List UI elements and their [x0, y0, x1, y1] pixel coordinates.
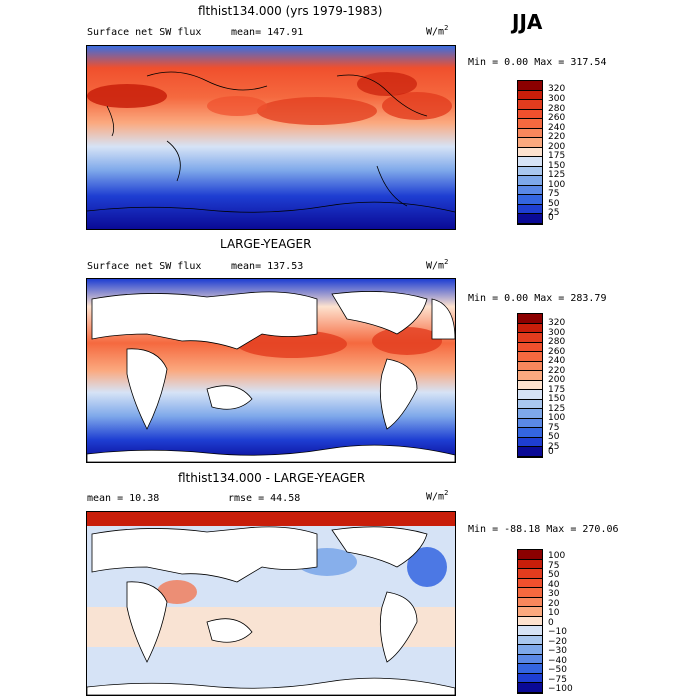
season-label: JJA — [512, 10, 543, 34]
panel3-tick: 0 — [548, 618, 554, 628]
panel2-map — [86, 278, 456, 463]
panel2-minmax: Min = 0.00 Max = 283.79 — [468, 293, 607, 304]
panel1-tick: 175 — [548, 151, 566, 161]
panel2-tick: 300 — [548, 328, 566, 338]
panel2-tick: 280 — [548, 337, 566, 347]
panel1-minmax: Min = 0.00 Max = 317.54 — [468, 57, 607, 68]
panel3-map — [86, 511, 456, 696]
panel1-tick: 300 — [548, 94, 566, 104]
panel2-tick: 200 — [548, 375, 566, 385]
panel2-tick: 150 — [548, 394, 566, 404]
panel1-mean-label: mean= 147.91 — [231, 27, 304, 38]
panel1-tick: 320 — [548, 84, 566, 94]
panel1-tick: 240 — [548, 123, 566, 133]
panel3-minmax: Min = -88.18 Max = 270.06 — [468, 524, 619, 535]
panel3-tick: 50 — [548, 570, 560, 580]
panel1-tick: 100 — [548, 180, 566, 190]
panel2-tick: 125 — [548, 404, 566, 414]
panel1-tick: 25 — [548, 208, 560, 218]
panel3-tick: −100 — [548, 684, 573, 694]
panel3-tick: −30 — [548, 646, 567, 656]
panel3-tick: −40 — [548, 656, 567, 666]
panel2-tick: 100 — [548, 413, 566, 423]
panel1-colorbar — [517, 80, 543, 225]
panel1-tick: 125 — [548, 170, 566, 180]
panel1-units: W/m2 — [426, 24, 449, 38]
panel3-tick: 40 — [548, 580, 560, 590]
panel2-tick: 260 — [548, 347, 566, 357]
panel3-tick: 20 — [548, 599, 560, 609]
panel3-tick: 75 — [548, 561, 560, 571]
panel1-tick: 0 — [548, 213, 554, 223]
panel2-tick: 175 — [548, 385, 566, 395]
panel1-tick: 280 — [548, 104, 566, 114]
panel1-tick: 260 — [548, 113, 566, 123]
panel3-title: flthist134.000 - LARGE-YEAGER — [178, 471, 366, 485]
panel2-tick: 75 — [548, 423, 560, 433]
panel1-variable-label: Surface net SW flux — [87, 27, 202, 38]
panel1-tick: 75 — [548, 189, 560, 199]
panel2-mean-label: mean= 137.53 — [231, 261, 304, 272]
panel2-tick: 240 — [548, 356, 566, 366]
panel1-tick: 200 — [548, 142, 566, 152]
panel3-tick: 10 — [548, 608, 560, 618]
panel2-tick: 320 — [548, 318, 566, 328]
panel3-tick: 100 — [548, 551, 566, 561]
panel1-title: flthist134.000 (yrs 1979-1983) — [198, 4, 383, 18]
panel1-tick: 220 — [548, 132, 566, 142]
panel3-tick: −10 — [548, 627, 567, 637]
panel2-tick: 220 — [548, 366, 566, 376]
panel2-title: LARGE-YEAGER — [220, 237, 312, 251]
panel2-tick: 25 — [548, 442, 560, 452]
panel3-tick: −75 — [548, 675, 567, 685]
panel2-variable-label: Surface net SW flux — [87, 261, 202, 272]
panel3-colorbar — [517, 549, 543, 694]
panel3-rmse-label: rmse = 44.58 — [228, 493, 301, 504]
panel3-tick: −20 — [548, 637, 567, 647]
panel2-tick: 0 — [548, 447, 554, 457]
panel1-tick: 150 — [548, 161, 566, 171]
panel2-units: W/m2 — [426, 258, 449, 272]
panel3-tick: 30 — [548, 589, 560, 599]
panel3-tick: −50 — [548, 665, 567, 675]
panel3-units: W/m2 — [426, 489, 449, 503]
panel2-tick: 50 — [548, 432, 560, 442]
panel1-tick: 50 — [548, 199, 560, 209]
panel2-colorbar — [517, 313, 543, 458]
panel1-map — [86, 45, 456, 230]
panel3-mean-label: mean = 10.38 — [87, 493, 160, 504]
